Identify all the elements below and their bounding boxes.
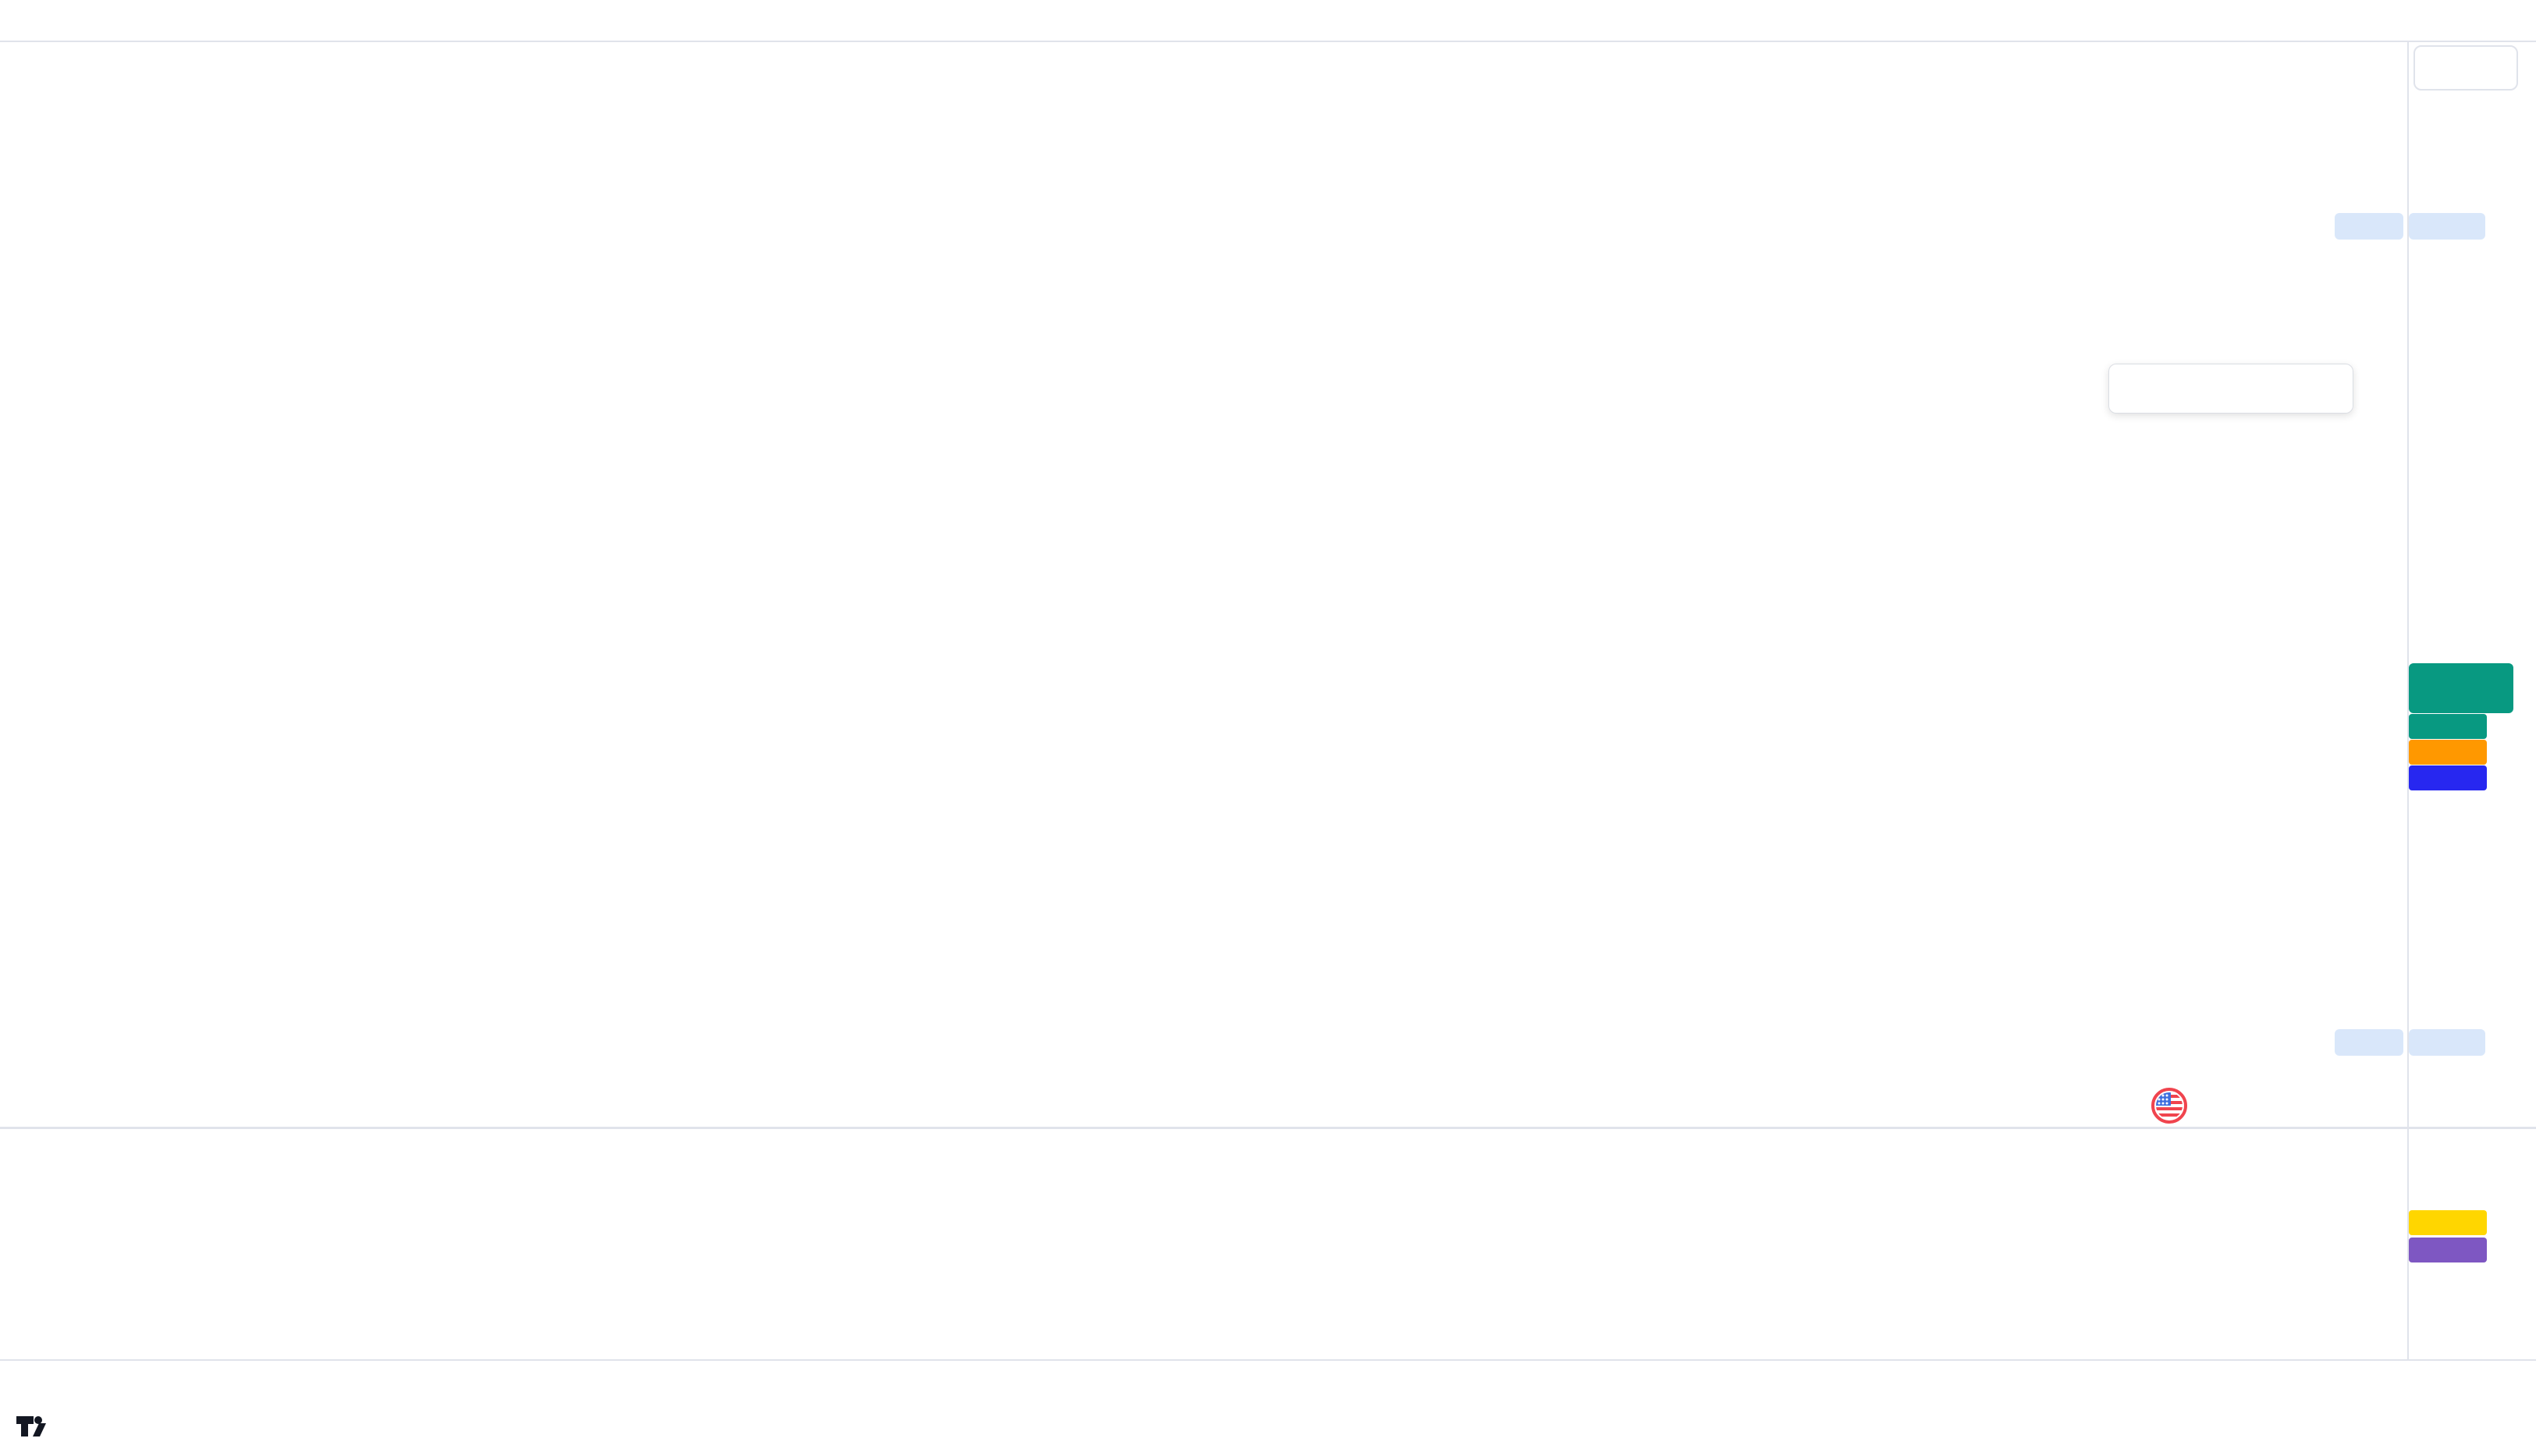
tradingview-logo-icon (16, 1416, 46, 1436)
low-price-value (2409, 1029, 2485, 1056)
header-separator (0, 41, 2536, 42)
rsi-legend[interactable] (23, 1145, 50, 1170)
high-price-label (2335, 213, 2403, 240)
currency-toggle-button[interactable] (2413, 45, 2518, 91)
price-axis-border (2407, 41, 2409, 1359)
symbol-legend[interactable] (23, 55, 100, 80)
ema50-price-badge (2409, 714, 2487, 739)
ema-legend[interactable] (23, 89, 66, 114)
rsi-value-badge (2409, 1238, 2487, 1262)
us-flag-event-icon[interactable] (2151, 1088, 2187, 1124)
tradingview-logo[interactable] (16, 1415, 56, 1442)
low-price-label (2335, 1029, 2403, 1056)
high-price-value (2409, 213, 2485, 240)
price-range-measure-label[interactable] (2108, 364, 2353, 414)
ema20-price-badge (2409, 740, 2487, 765)
rsi-ma-badge (2409, 1210, 2487, 1235)
last-price-badge (2409, 663, 2513, 713)
time-axis-border (0, 1359, 2536, 1361)
pane-separator[interactable] (0, 1127, 2536, 1129)
ema100-price-badge (2409, 765, 2487, 790)
